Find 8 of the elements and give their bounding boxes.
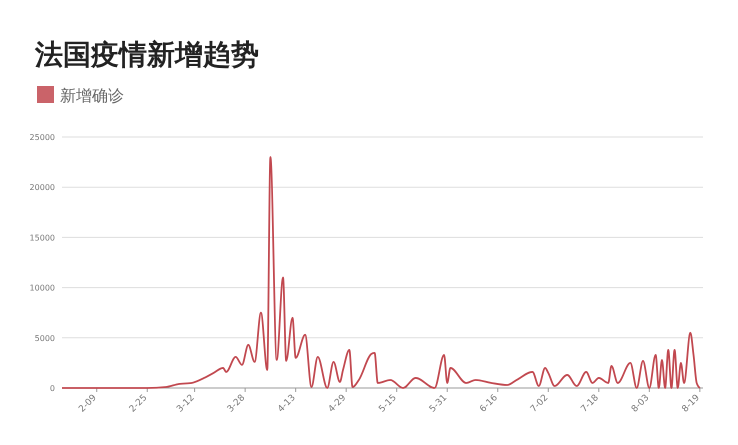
y-tick-label: 15000 [30,233,55,242]
y-tick-label: 0 [50,384,55,393]
y-tick-label: 20000 [30,183,55,192]
chart-title: 法国疫情新增趋势 [34,38,259,71]
y-tick-label: 10000 [30,284,55,293]
y-tick-label: 25000 [30,133,55,142]
legend-label: 新增确诊 [60,86,124,105]
y-tick-label: 5000 [34,334,55,343]
